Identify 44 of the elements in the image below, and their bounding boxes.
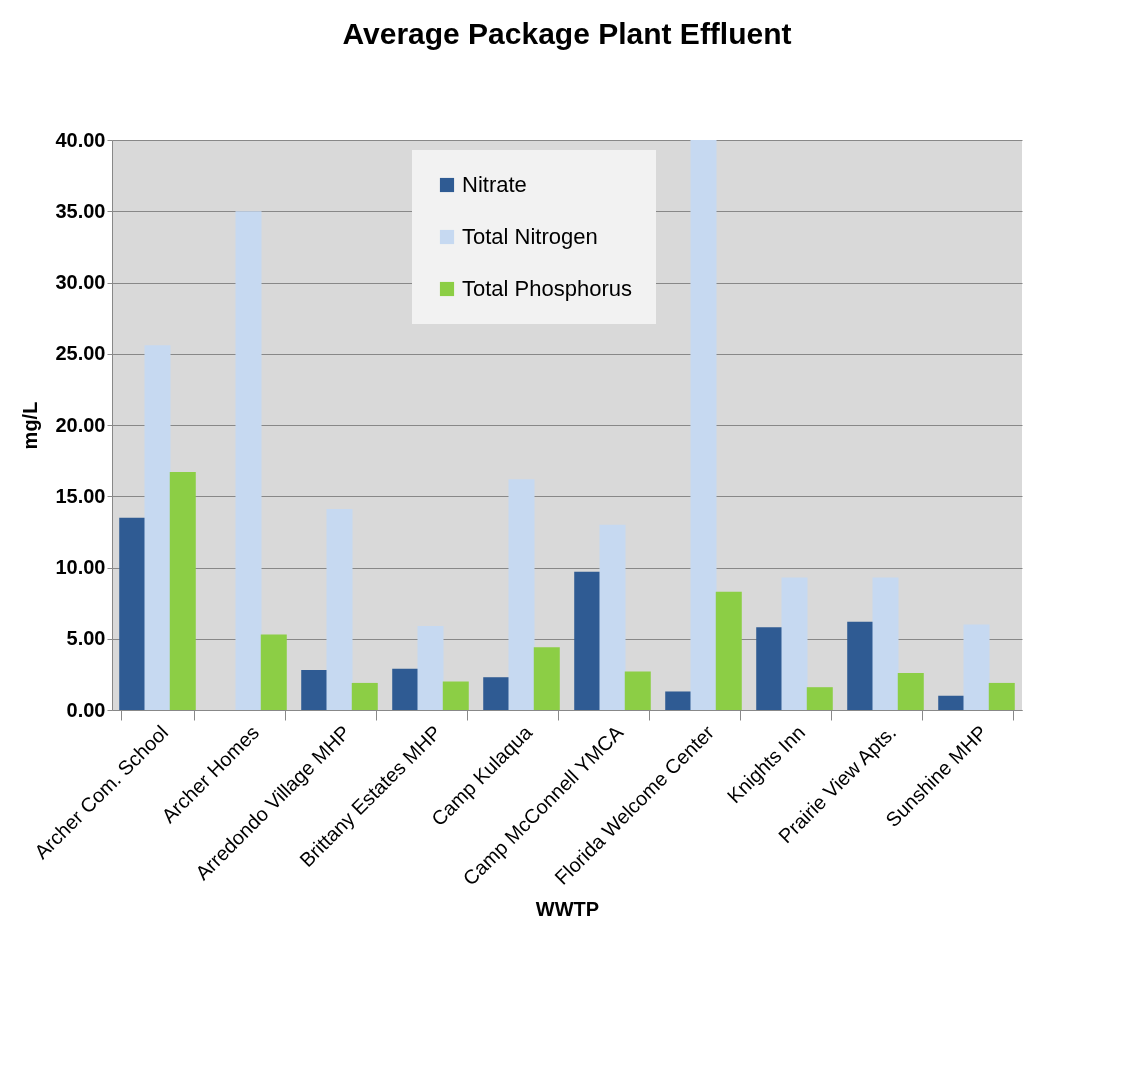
bar — [806, 687, 833, 710]
y-tick-label: 15.00 — [55, 484, 106, 507]
bar — [574, 571, 601, 710]
y-tick-label: 5.00 — [66, 627, 106, 650]
bar — [483, 677, 510, 710]
y-tick-label: 10.00 — [55, 556, 106, 578]
bar — [351, 682, 378, 710]
bar — [144, 345, 171, 710]
bar — [938, 695, 965, 710]
legend-label: Total Nitrogen — [462, 224, 598, 249]
y-tick-label: 30.00 — [55, 271, 106, 293]
bar — [715, 591, 742, 710]
bar — [988, 682, 1015, 710]
bar — [781, 577, 808, 710]
y-tick-label: 35.00 — [55, 199, 106, 222]
bar — [624, 671, 651, 710]
legend-label: Nitrate — [462, 172, 527, 197]
chart-title: Average Package Plant Effluent — [342, 17, 792, 50]
bar — [897, 672, 924, 710]
bar — [235, 211, 262, 710]
bar — [260, 634, 287, 710]
bar — [872, 577, 899, 710]
bar — [326, 509, 353, 710]
bar — [301, 670, 328, 710]
y-axis-title: mg/L — [19, 401, 42, 450]
legend-label: Total Phosphorus — [462, 276, 632, 301]
bar — [599, 524, 626, 710]
bar — [417, 625, 444, 710]
x-axis-title: WWTP — [535, 897, 600, 920]
bar — [508, 479, 535, 710]
bar — [756, 627, 783, 710]
bar — [665, 691, 692, 710]
bar — [690, 140, 717, 710]
y-tick-label: 25.00 — [55, 342, 106, 365]
bar — [169, 472, 196, 710]
bar — [119, 517, 146, 710]
bar — [847, 621, 874, 710]
y-tick-label: 0.00 — [66, 698, 106, 721]
bar — [533, 647, 560, 710]
y-tick-label: 20.00 — [55, 413, 106, 436]
y-tick-label: 40.00 — [55, 128, 106, 151]
bar — [442, 681, 469, 710]
bar — [963, 624, 990, 710]
bar — [392, 668, 419, 710]
